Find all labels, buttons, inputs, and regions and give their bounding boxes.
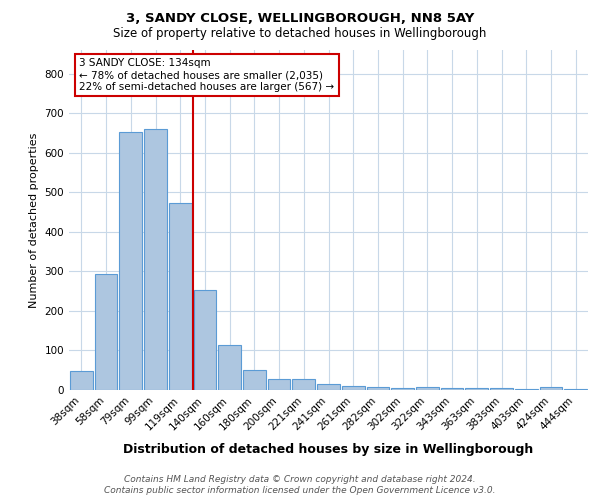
Bar [268,380,290,390]
Bar [169,202,191,390]
Bar [70,372,93,390]
Bar [194,290,216,390]
Text: Contains HM Land Registry data © Crown copyright and database right 2024.: Contains HM Land Registry data © Crown c… [124,475,476,484]
Bar [391,388,414,390]
Text: 3, SANDY CLOSE, WELLINGBOROUGH, NN8 5AY: 3, SANDY CLOSE, WELLINGBOROUGH, NN8 5AY [126,12,474,26]
Bar [539,387,562,390]
Bar [367,387,389,390]
Bar [144,129,167,390]
Bar [95,274,118,390]
Bar [243,370,266,390]
Bar [317,384,340,390]
Text: 3 SANDY CLOSE: 134sqm
← 78% of detached houses are smaller (2,035)
22% of semi-d: 3 SANDY CLOSE: 134sqm ← 78% of detached … [79,58,335,92]
Bar [218,346,241,390]
Bar [292,380,315,390]
Bar [515,389,538,390]
Y-axis label: Number of detached properties: Number of detached properties [29,132,39,308]
Bar [416,387,439,390]
Bar [441,388,463,390]
Bar [119,132,142,390]
Bar [564,389,587,390]
Bar [490,388,513,390]
Text: Size of property relative to detached houses in Wellingborough: Size of property relative to detached ho… [113,28,487,40]
Text: Contains public sector information licensed under the Open Government Licence v3: Contains public sector information licen… [104,486,496,495]
Bar [342,386,365,390]
Bar [466,388,488,390]
X-axis label: Distribution of detached houses by size in Wellingborough: Distribution of detached houses by size … [124,443,533,456]
